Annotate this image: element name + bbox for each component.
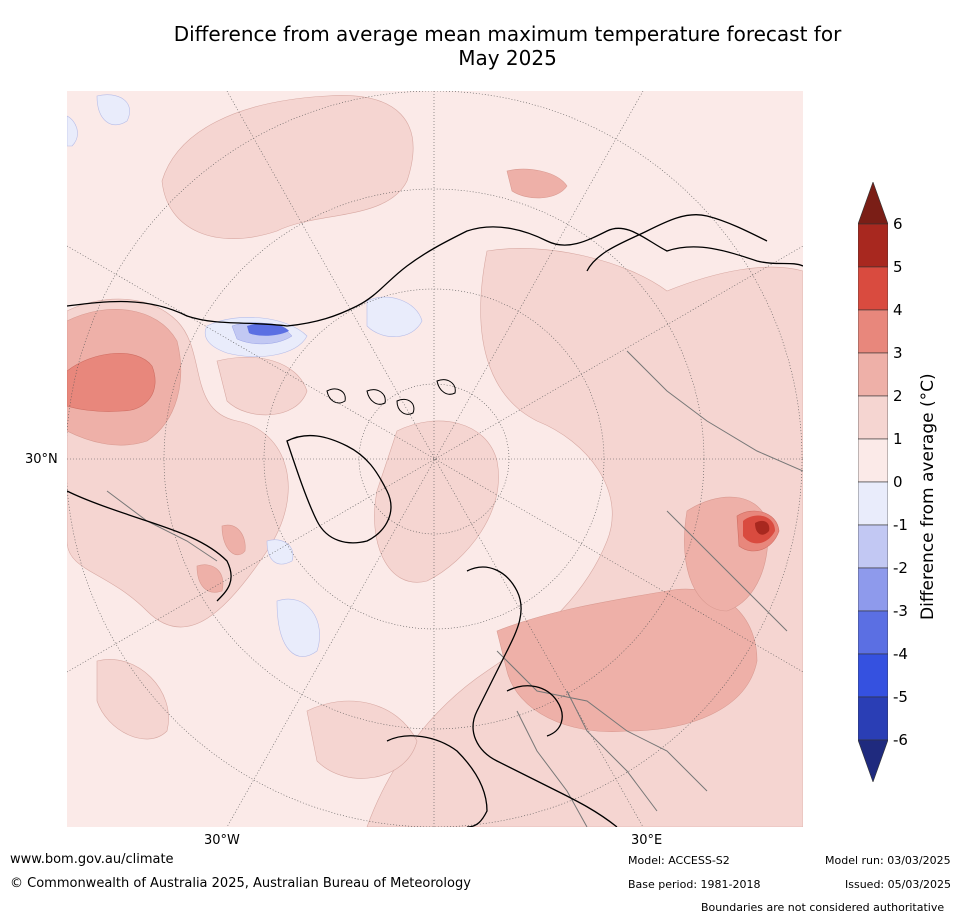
colorbar-tick-label: -1 — [893, 516, 908, 534]
colorbar-tick-label: 0 — [893, 473, 903, 491]
footer-copyright: © Commonwealth of Australia 2025, Austra… — [10, 876, 471, 891]
footer-website: www.bom.gov.au/climate — [10, 852, 174, 867]
colorbar-tick-label: -5 — [893, 688, 908, 706]
colorbar-segment-0_1 — [857, 438, 889, 483]
colorbar-segment--5_-4 — [857, 653, 889, 698]
map-title: Difference from average mean maximum tem… — [60, 22, 955, 70]
title-line-2: May 2025 — [458, 46, 557, 70]
lon-label-30w: 30°W — [204, 833, 240, 848]
colorbar-segment-4_5 — [857, 266, 889, 311]
lon-label-30e: 30°E — [631, 833, 663, 848]
coastlines — [67, 214, 803, 827]
anomaly-hotspot — [743, 515, 775, 544]
colorbar-extend-above — [857, 181, 889, 225]
map-svg — [67, 91, 803, 827]
colorbar-segment-1_2 — [857, 395, 889, 440]
anomaly-neg4-neg3-zones — [247, 323, 289, 336]
colorbar-tick-label: 6 — [893, 215, 903, 233]
footer-boundaries-note: Boundaries are not considered authoritat… — [701, 901, 945, 914]
colorbar — [857, 181, 889, 783]
colorbar-segment--6_-5 — [857, 696, 889, 741]
colorbar-segment-3_4 — [857, 309, 889, 354]
colorbar-tick-label: 3 — [893, 344, 903, 362]
colorbar-tick-label: 2 — [893, 387, 903, 405]
country-boundaries — [106, 350, 803, 827]
colorbar-label: Difference from average (°C) — [918, 373, 938, 620]
colorbar-tick-label: -3 — [893, 602, 908, 620]
colorbar-segment--1_0 — [857, 481, 889, 526]
colorbar-segment-2_3 — [857, 352, 889, 397]
colorbar-tick-label: -6 — [893, 731, 908, 749]
colorbar-segment-5_6 — [857, 223, 889, 268]
footer-model-run: Model run: 03/03/2025 — [825, 854, 951, 867]
colorbar-segment--2_-1 — [857, 524, 889, 569]
footer-base-period: Base period: 1981-2018 — [628, 878, 761, 891]
colorbar-tick-label: -4 — [893, 645, 908, 663]
colorbar-tick-label: 4 — [893, 301, 903, 319]
islands — [326, 379, 456, 415]
colorbar-tick-label: -2 — [893, 559, 908, 577]
footer-issued: Issued: 05/03/2025 — [845, 878, 952, 891]
colorbar-tick-label: 1 — [893, 430, 903, 448]
colorbar-tick-label: 5 — [893, 258, 903, 276]
anomaly-5-6-zone — [755, 520, 770, 535]
colorbar-segment--4_-3 — [857, 610, 889, 655]
colorbar-svg — [857, 181, 889, 783]
colorbar-extend-below — [857, 739, 889, 783]
temperature-anomaly-map — [67, 91, 803, 827]
lat-label-30n: 30°N — [25, 452, 58, 467]
colorbar-segment--3_-2 — [857, 567, 889, 612]
footer-model: Model: ACCESS-S2 — [628, 854, 730, 867]
title-line-1: Difference from average mean maximum tem… — [173, 22, 842, 46]
